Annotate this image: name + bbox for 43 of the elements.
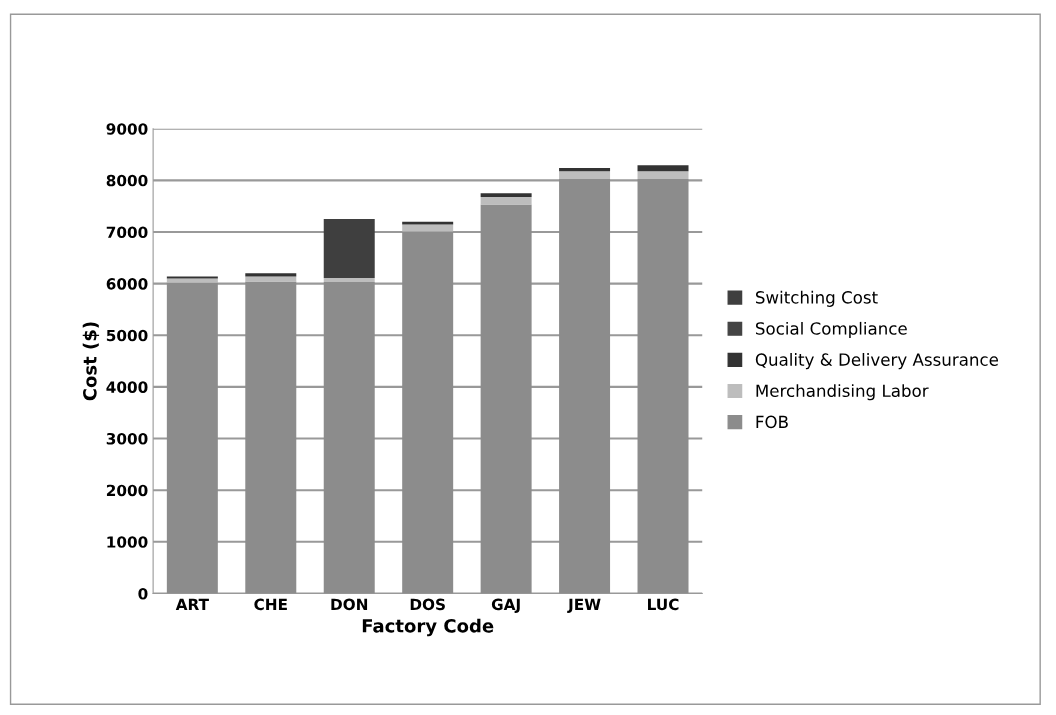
bar xyxy=(402,231,454,594)
legend-label: Quality & Delivery Assurance xyxy=(755,353,998,370)
bar xyxy=(559,179,611,594)
x-axis-title: Factory Code xyxy=(362,618,494,637)
legend-label: Switching Cost xyxy=(755,290,878,307)
bar xyxy=(637,179,689,594)
bar xyxy=(245,281,297,594)
y-axis-title: Cost ($) xyxy=(82,322,100,401)
bar xyxy=(245,273,297,277)
bar xyxy=(323,219,375,278)
x-tick-label: LUC xyxy=(648,598,679,611)
y-tick-label: 1000 xyxy=(107,536,148,548)
bar xyxy=(480,193,532,198)
bar xyxy=(166,282,218,594)
bar xyxy=(323,282,375,594)
y-tick-label: 5000 xyxy=(106,329,148,342)
bar xyxy=(166,278,218,283)
y-tick-label: 2000 xyxy=(106,484,148,497)
legend-label: Social Compliance xyxy=(755,321,907,339)
y-tick-label: 0 xyxy=(138,587,148,600)
y-tick-label: 3000 xyxy=(106,433,148,445)
bar xyxy=(480,204,532,594)
y-tick-label: 6000 xyxy=(106,278,148,290)
x-tick-label: ART xyxy=(175,598,209,610)
legend-label: FOB xyxy=(756,415,788,429)
bar xyxy=(245,276,297,282)
legend-label: Merchandising Labor xyxy=(756,384,929,401)
bar xyxy=(166,276,218,279)
y-tick-label: 4000 xyxy=(106,381,148,393)
bar xyxy=(637,165,689,172)
bar xyxy=(637,171,689,180)
y-tick-label: 7000 xyxy=(106,226,148,238)
x-tick-label: DOS xyxy=(410,598,445,611)
bar xyxy=(559,171,611,180)
x-tick-label: DON xyxy=(331,598,368,611)
y-tick-label: 9000 xyxy=(106,123,148,135)
y-tick-label: 8000 xyxy=(106,174,148,187)
bar xyxy=(480,197,532,205)
x-tick-label: GAJ xyxy=(491,598,520,613)
x-tick-label: JEW xyxy=(567,598,601,613)
bar xyxy=(323,277,375,283)
bar xyxy=(402,224,454,232)
x-tick-label: CHE xyxy=(254,598,287,611)
